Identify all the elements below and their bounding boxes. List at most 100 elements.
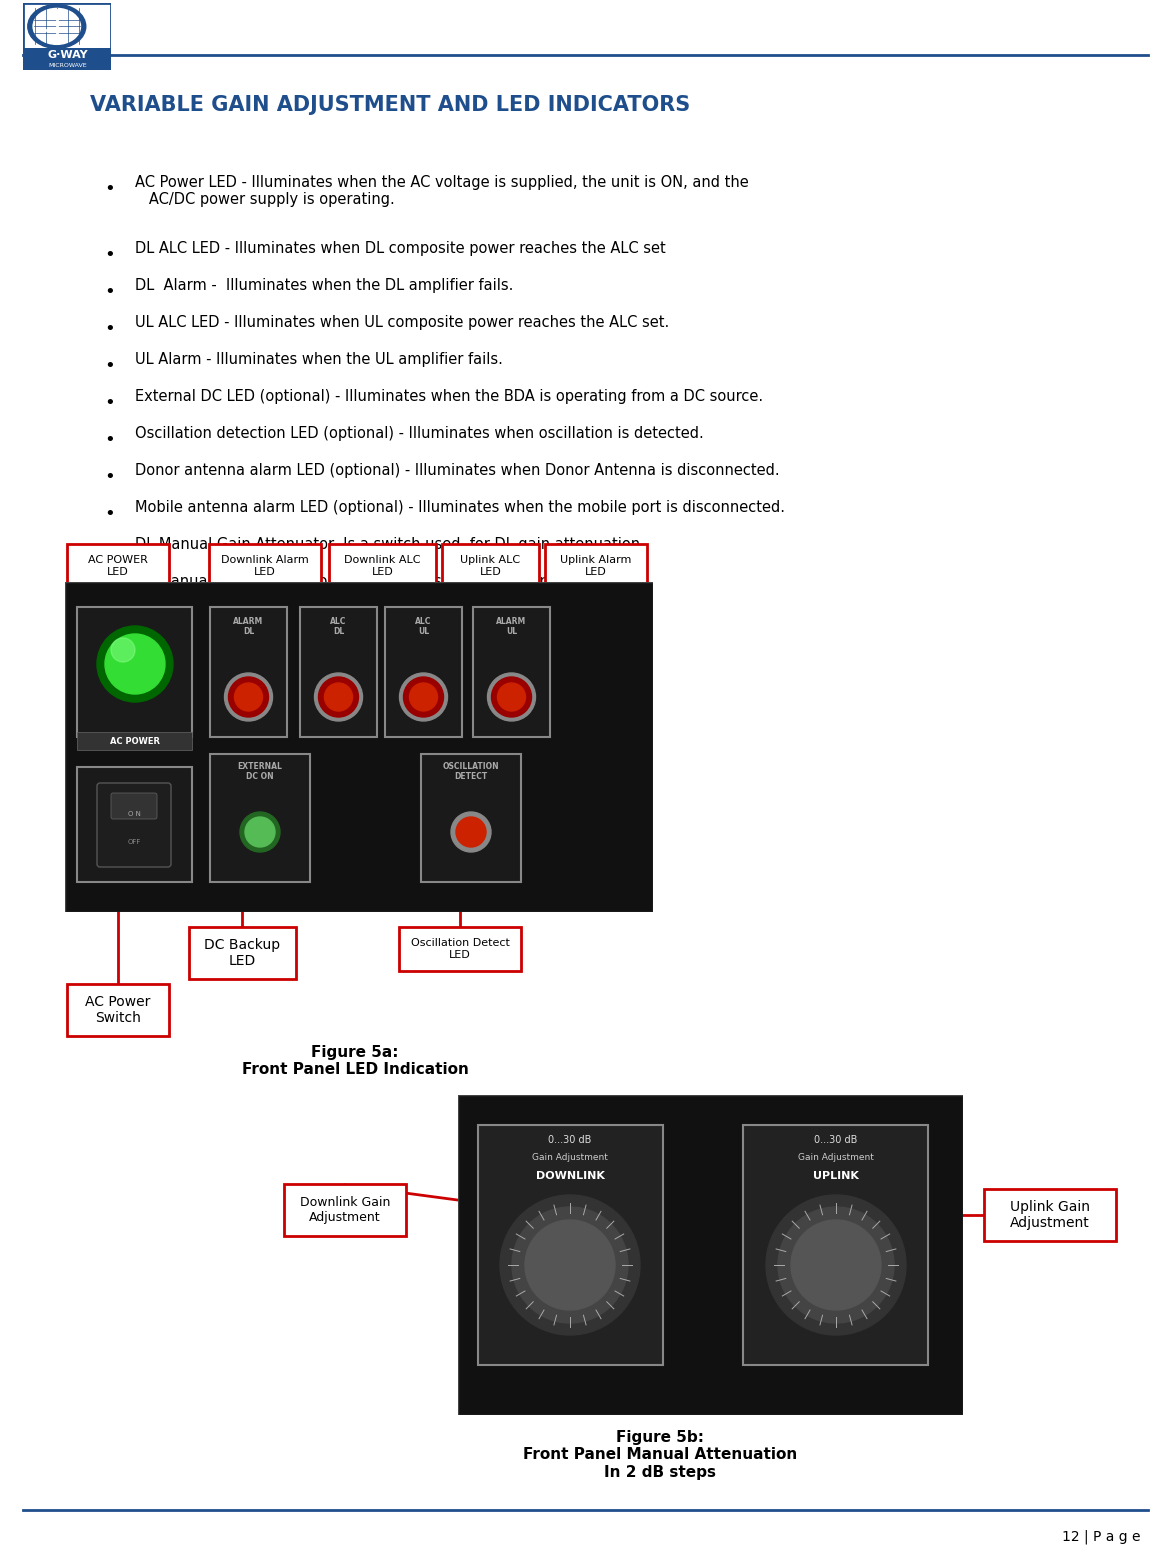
Text: Donor antenna alarm LED (optional) - Illuminates when Donor Antenna is disconnec: Donor antenna alarm LED (optional) - Ill… [135,463,780,478]
Text: VARIABLE GAIN ADJUSTMENT AND LED INDICATORS: VARIABLE GAIN ADJUSTMENT AND LED INDICAT… [90,94,690,115]
Text: External DC LED (optional) - Illuminates when the BDA is operating from a DC sou: External DC LED (optional) - Illuminates… [135,389,763,404]
Text: •: • [104,246,116,265]
Text: Downlink ALC
LED: Downlink ALC LED [344,556,420,577]
Text: UL Manual Gain Attenuator- Is a switch used  for UL gain attenuation: UL Manual Gain Attenuator- Is a switch u… [135,574,639,588]
Bar [77,607,192,737]
Text: Downlink Alarm
LED: Downlink Alarm LED [221,556,309,577]
FancyBboxPatch shape [545,543,648,588]
Bar [422,754,521,882]
Text: ALC
DL: ALC DL [330,618,347,636]
Circle shape [492,676,532,717]
FancyBboxPatch shape [208,543,321,588]
Circle shape [111,638,135,663]
FancyBboxPatch shape [399,927,521,971]
Circle shape [315,673,363,721]
Text: MICROWAVE: MICROWAVE [48,63,87,68]
Text: Uplink ALC
LED: Uplink ALC LED [460,556,521,577]
Circle shape [245,817,275,847]
Bar [385,607,463,737]
Text: Downlink Gain
Adjustment: Downlink Gain Adjustment [300,1197,390,1224]
Text: Uplink Alarm
LED: Uplink Alarm LED [560,556,631,577]
Text: Oscillation Detect
LED: Oscillation Detect LED [411,938,509,960]
Bar [77,766,192,882]
Circle shape [228,676,268,717]
FancyBboxPatch shape [23,3,111,70]
Circle shape [240,813,280,851]
FancyBboxPatch shape [189,927,296,978]
FancyBboxPatch shape [97,783,171,867]
FancyBboxPatch shape [23,48,111,70]
Text: DL  Alarm -  Illuminates when the DL amplifier fails.: DL Alarm - Illuminates when the DL ampli… [135,279,513,293]
Bar [77,732,192,749]
Text: 0...30 dB: 0...30 dB [814,1135,857,1146]
Text: OSCILLATION
DETECT: OSCILLATION DETECT [443,762,499,782]
Text: •: • [104,579,116,596]
Circle shape [790,1220,881,1310]
Text: •: • [104,180,116,198]
Text: O N: O N [128,811,141,817]
Text: Oscillation detection LED (optional) - Illuminates when oscillation is detected.: Oscillation detection LED (optional) - I… [135,426,704,441]
Bar [473,607,550,737]
Text: AC POWER
LED: AC POWER LED [88,556,148,577]
Circle shape [319,676,358,717]
FancyBboxPatch shape [285,1184,406,1235]
FancyBboxPatch shape [984,1189,1116,1241]
Bar [300,607,377,737]
Circle shape [766,1195,906,1334]
Circle shape [399,673,447,721]
Text: •: • [104,393,116,412]
Text: •: • [104,505,116,523]
Circle shape [97,625,173,701]
Text: AC POWER: AC POWER [110,737,160,746]
Text: •: • [104,542,116,560]
Text: OFF: OFF [128,839,141,845]
Text: EXTERNAL
DC ON: EXTERNAL DC ON [238,762,282,782]
Text: UL ALC LED - Illuminates when UL composite power reaches the ALC set.: UL ALC LED - Illuminates when UL composi… [135,314,670,330]
Bar [210,607,287,737]
Text: AC Power LED - Illuminates when the AC voltage is supplied, the unit is ON, and : AC Power LED - Illuminates when the AC v… [135,175,748,207]
Bar [744,1125,927,1365]
FancyBboxPatch shape [441,543,539,588]
Circle shape [778,1207,893,1324]
FancyBboxPatch shape [67,985,169,1036]
Circle shape [487,673,535,721]
FancyBboxPatch shape [111,793,157,819]
Text: 12 | P a g e: 12 | P a g e [1061,1529,1141,1545]
Bar [210,754,310,882]
Text: •: • [104,467,116,486]
Circle shape [451,813,491,851]
Text: DOWNLINK: DOWNLINK [535,1170,604,1181]
Text: DL ALC LED - Illuminates when DL composite power reaches the ALC set: DL ALC LED - Illuminates when DL composi… [135,241,666,255]
Circle shape [225,673,273,721]
Text: •: • [104,358,116,375]
Bar [478,1125,663,1365]
Text: Gain Adjustment: Gain Adjustment [799,1153,874,1163]
Text: AC Power
Switch: AC Power Switch [85,995,151,1025]
Circle shape [456,817,486,847]
Text: ALARM
UL: ALARM UL [497,618,527,636]
Text: •: • [104,430,116,449]
Circle shape [512,1207,628,1324]
Circle shape [324,683,352,711]
Circle shape [498,683,526,711]
Circle shape [33,8,81,45]
Text: DC Backup
LED: DC Backup LED [205,938,281,968]
Circle shape [500,1195,641,1334]
Circle shape [28,5,85,48]
FancyBboxPatch shape [329,543,436,588]
Text: •: • [104,283,116,300]
Circle shape [234,683,262,711]
Circle shape [404,676,444,717]
Circle shape [105,635,165,694]
Text: Gain Adjustment: Gain Adjustment [532,1153,608,1163]
Text: •: • [104,320,116,337]
Text: Figure 5b:
Front Panel Manual Attenuation
In 2 dB steps: Figure 5b: Front Panel Manual Attenuatio… [523,1430,797,1480]
Text: UL Alarm - Illuminates when the UL amplifier fails.: UL Alarm - Illuminates when the UL ampli… [135,351,502,367]
Text: DL Manual Gain Attenuator- Is a switch used  for DL gain attenuation: DL Manual Gain Attenuator- Is a switch u… [135,537,641,551]
Text: Uplink Gain
Adjustment: Uplink Gain Adjustment [1011,1200,1090,1231]
Text: Figure 5a:
Front Panel LED Indication: Figure 5a: Front Panel LED Indication [241,1045,468,1077]
Text: G·WAY: G·WAY [47,50,88,60]
Text: ALC
UL: ALC UL [416,618,432,636]
Text: 0...30 dB: 0...30 dB [548,1135,591,1146]
FancyBboxPatch shape [67,543,169,588]
